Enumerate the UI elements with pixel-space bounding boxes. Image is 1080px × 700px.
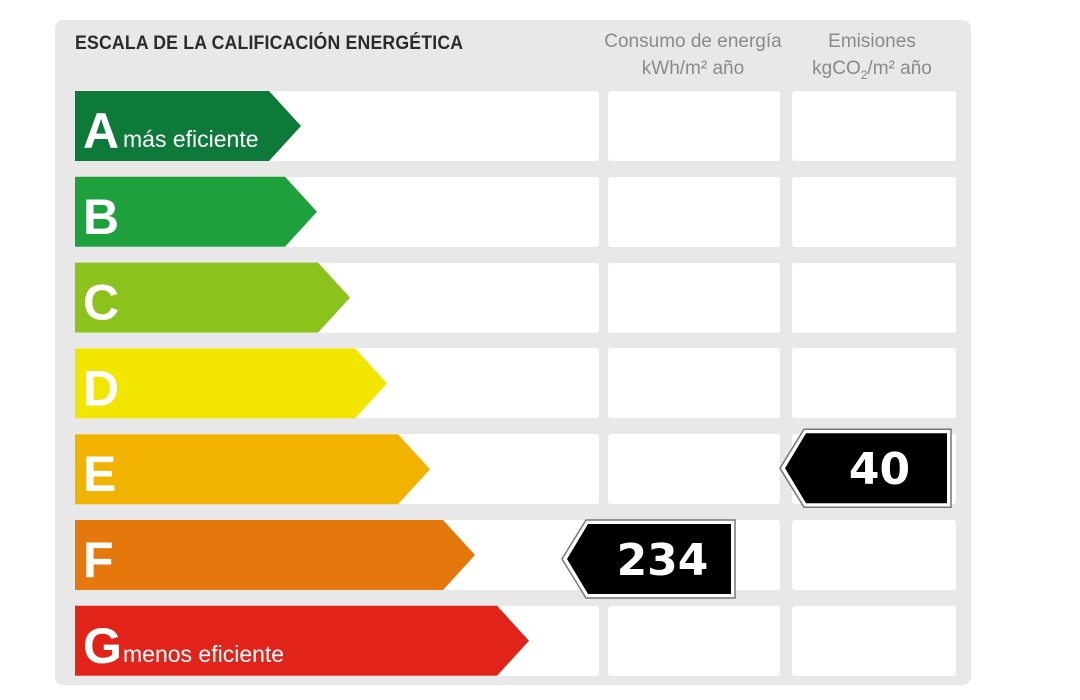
category-note-g: menos eficiente: [123, 641, 284, 667]
rating-value-emissions: 40: [849, 444, 910, 495]
rating-bar-a: [75, 91, 301, 161]
emissions-cell-a: [792, 91, 956, 161]
chart-title: ESCALA DE LA CALIFICACIÓN ENERGÉTICA: [75, 33, 464, 54]
rating-bar-e: [75, 434, 430, 505]
energy-cell-a: [608, 91, 780, 161]
category-label-d: D: [83, 360, 119, 416]
energy-column-label: Consumo de energía: [604, 31, 782, 52]
rating-bar-d: [75, 348, 387, 419]
energy-cell-c: [608, 262, 780, 333]
category-label-f: F: [83, 532, 114, 588]
rating-bar-c: [75, 262, 350, 333]
energy-cell-b: [608, 176, 780, 247]
category-label-c: C: [83, 275, 119, 331]
category-note-a: más eficiente: [123, 126, 259, 152]
rating-marker-emissions: [785, 433, 947, 504]
emissions-cell-f: [792, 520, 956, 590]
energy-column-unit: kWh/m² año: [641, 58, 745, 79]
rating-bar-f: [75, 520, 475, 590]
emissions-cell-b: [792, 176, 956, 247]
rating-marker-energy: [567, 524, 731, 594]
energy-cell-g: [608, 605, 780, 676]
energy-cell-d: [608, 348, 780, 419]
emissions-column-header: Emisiones kgCO2/m² año: [786, 28, 958, 89]
emissions-cell-d: [792, 348, 956, 419]
rating-value-energy: 234: [617, 535, 709, 586]
emissions-column-label: Emisiones: [828, 31, 916, 52]
category-label-a: A: [83, 103, 119, 159]
energy-column-header: Consumo de energía kWh/m² año: [600, 28, 786, 82]
category-label-b: B: [83, 189, 119, 245]
emissions-cell-c: [792, 262, 956, 333]
rating-bar-b: [75, 176, 317, 247]
rating-bar-g: [75, 605, 529, 676]
category-label-g: G: [83, 618, 122, 674]
emissions-column-unit: kgCO2/m² año: [812, 58, 932, 82]
emissions-cell-g: [792, 605, 956, 676]
category-label-e: E: [83, 446, 116, 502]
energy-cell-e: [608, 434, 780, 505]
